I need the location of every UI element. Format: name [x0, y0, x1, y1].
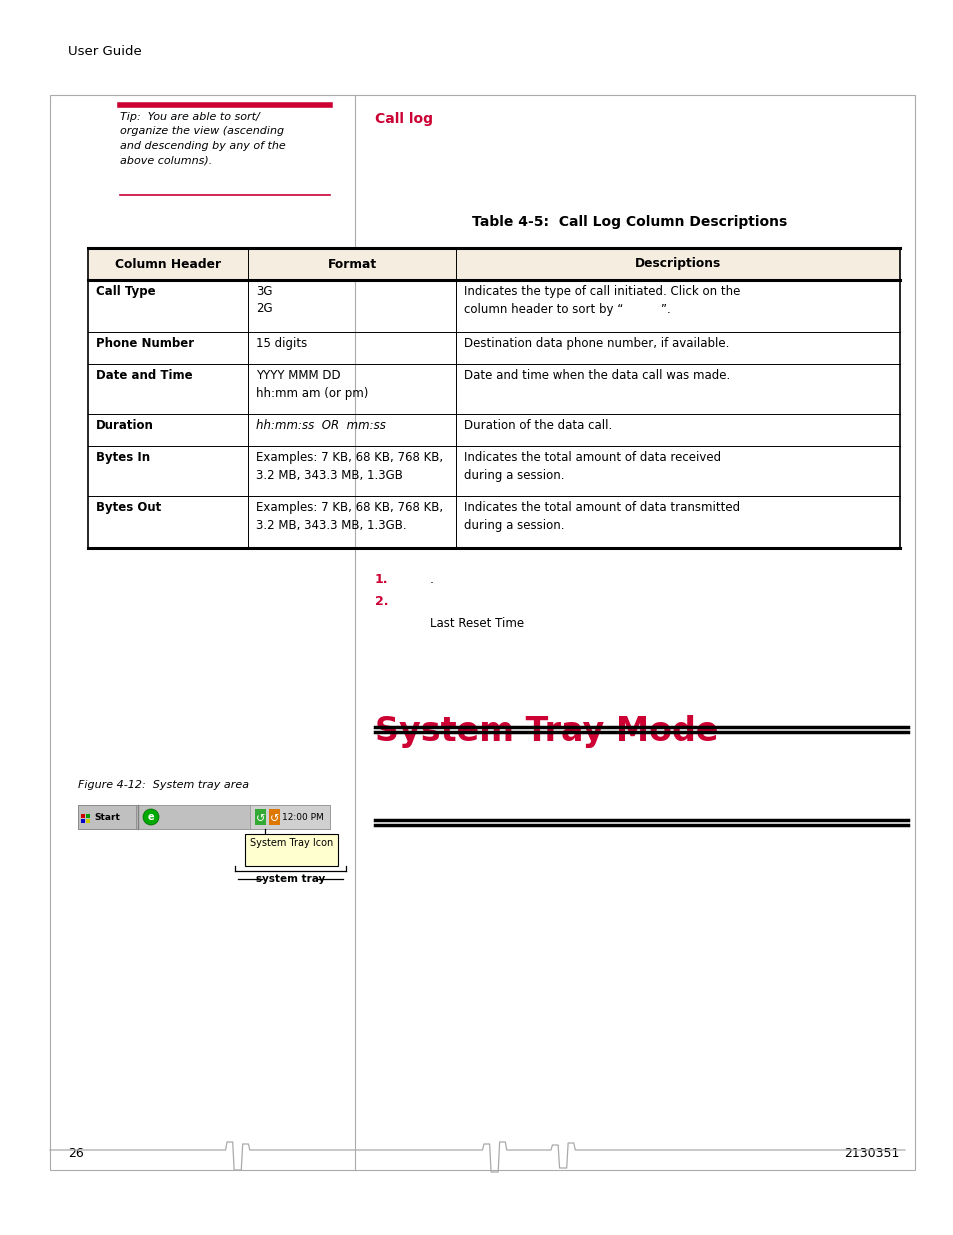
Text: Table 4-5:  Call Log Column Descriptions: Table 4-5: Call Log Column Descriptions: [472, 215, 787, 228]
Bar: [269, 809, 280, 825]
Text: System Tray Icon: System Tray Icon: [250, 839, 333, 848]
Bar: [78, 805, 330, 829]
Text: Indicates the type of call initiated. Click on the
column header to sort by “   : Indicates the type of call initiated. Cl…: [463, 285, 740, 315]
Text: Start: Start: [94, 814, 120, 823]
Text: ↺: ↺: [270, 814, 279, 824]
Text: hh:mm:ss  OR  mm:ss: hh:mm:ss OR mm:ss: [255, 419, 385, 432]
Text: Indicates the total amount of data received
during a session.: Indicates the total amount of data recei…: [463, 451, 720, 482]
Text: System Tray Mode: System Tray Mode: [375, 715, 718, 748]
Bar: [254, 809, 266, 825]
Text: 3G
2G: 3G 2G: [255, 285, 273, 315]
Text: Indicates the total amount of data transmitted
during a session.: Indicates the total amount of data trans…: [463, 501, 740, 531]
Text: Date and time when the data call was made.: Date and time when the data call was mad…: [463, 369, 729, 382]
Bar: [245, 834, 337, 866]
Bar: [250, 805, 330, 829]
Bar: [50, 95, 914, 1170]
Text: 1.: 1.: [375, 573, 388, 585]
Bar: [88, 248, 899, 280]
Text: 12:00 PM: 12:00 PM: [282, 814, 323, 823]
Text: Duration: Duration: [96, 419, 153, 432]
Text: Call log: Call log: [375, 112, 433, 126]
Text: 15 digits: 15 digits: [255, 337, 307, 350]
Text: Bytes In: Bytes In: [96, 451, 150, 464]
Text: Duration of the data call.: Duration of the data call.: [463, 419, 612, 432]
Text: system tray: system tray: [255, 874, 325, 884]
Text: Tip:  You are able to sort/
organize the view (ascending
and descending by any o: Tip: You are able to sort/ organize the …: [120, 112, 286, 165]
Text: Examples: 7 KB, 68 KB, 768 KB,
3.2 MB, 343.3 MB, 1.3GB: Examples: 7 KB, 68 KB, 768 KB, 3.2 MB, 3…: [255, 451, 442, 482]
Text: Phone Number: Phone Number: [96, 337, 193, 350]
Text: Destination data phone number, if available.: Destination data phone number, if availa…: [463, 337, 729, 350]
Bar: [81, 814, 85, 818]
Bar: [86, 819, 90, 823]
Text: Column Header: Column Header: [114, 258, 221, 270]
Text: 26: 26: [68, 1147, 84, 1160]
Text: Last Reset Time: Last Reset Time: [430, 618, 523, 630]
Text: Descriptions: Descriptions: [634, 258, 720, 270]
Text: Bytes Out: Bytes Out: [96, 501, 161, 514]
Text: YYYY MMM DD
hh:mm am (or pm): YYYY MMM DD hh:mm am (or pm): [255, 369, 368, 399]
Text: Date and Time: Date and Time: [96, 369, 193, 382]
Bar: [78, 805, 136, 829]
Bar: [81, 819, 85, 823]
Circle shape: [143, 809, 159, 825]
Text: ↺: ↺: [255, 814, 265, 824]
Text: Examples: 7 KB, 68 KB, 768 KB,
3.2 MB, 343.3 MB, 1.3GB.: Examples: 7 KB, 68 KB, 768 KB, 3.2 MB, 3…: [255, 501, 442, 531]
Text: e: e: [148, 811, 154, 823]
Text: Figure 4-12:  System tray area: Figure 4-12: System tray area: [78, 781, 249, 790]
Text: 2130351: 2130351: [843, 1147, 899, 1160]
Text: Call Type: Call Type: [96, 285, 155, 298]
Text: Format: Format: [327, 258, 376, 270]
Bar: [86, 814, 90, 818]
Text: .: .: [430, 573, 434, 585]
Text: 2.: 2.: [375, 595, 388, 608]
Text: User Guide: User Guide: [68, 44, 142, 58]
